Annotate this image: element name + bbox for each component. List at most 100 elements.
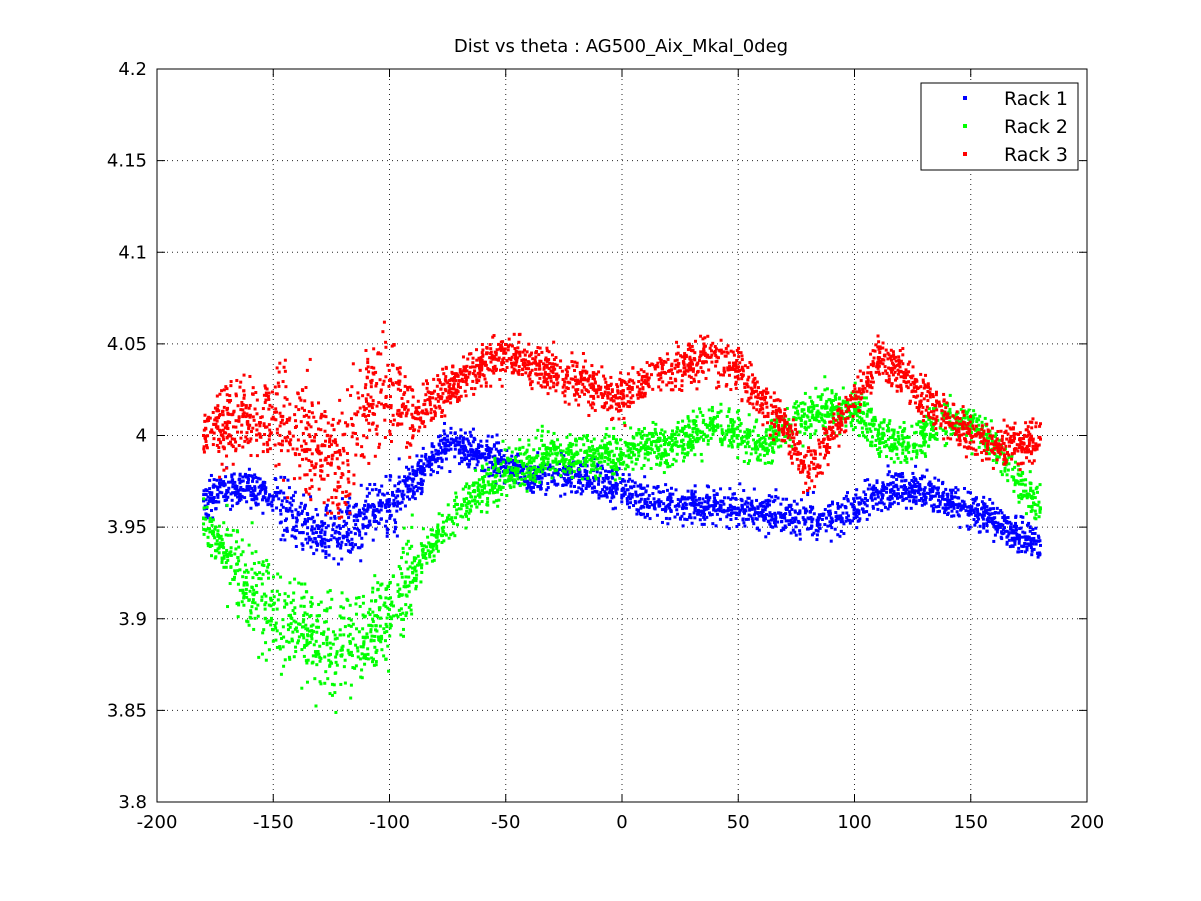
data-point (208, 527, 212, 531)
data-point (340, 510, 344, 514)
data-point (674, 459, 678, 463)
data-point (555, 453, 559, 457)
data-point (440, 540, 444, 544)
data-point (300, 686, 304, 690)
data-point (372, 503, 376, 507)
data-point (510, 468, 514, 472)
data-point (212, 483, 216, 487)
data-point (357, 509, 361, 513)
data-point (737, 522, 741, 526)
data-point (872, 493, 876, 497)
data-point (297, 513, 301, 517)
data-point (362, 656, 366, 660)
data-point (202, 522, 206, 526)
data-point (666, 453, 670, 457)
data-point (586, 439, 590, 443)
data-point (498, 478, 502, 482)
data-point (393, 484, 397, 488)
data-point (607, 458, 611, 462)
data-point (256, 502, 260, 506)
data-point (544, 456, 548, 460)
data-point (408, 497, 412, 501)
data-point (892, 485, 896, 489)
data-point (863, 435, 867, 439)
data-point (914, 495, 918, 499)
data-point (934, 486, 938, 490)
data-point (581, 484, 585, 488)
data-point (354, 523, 358, 527)
data-point (1023, 531, 1027, 535)
data-point (1016, 536, 1020, 540)
data-point (527, 438, 531, 442)
data-point (892, 475, 896, 479)
data-point (288, 581, 292, 585)
data-point (999, 470, 1003, 474)
data-point (965, 412, 969, 416)
data-point (335, 540, 339, 544)
data-point (726, 508, 730, 512)
data-point (522, 467, 526, 471)
data-point (754, 517, 758, 521)
data-point (429, 468, 433, 472)
data-point (830, 517, 834, 521)
data-point (663, 448, 667, 452)
data-point (968, 491, 972, 495)
data-point (452, 505, 456, 509)
data-point (443, 451, 447, 455)
data-point (681, 447, 685, 451)
data-point (230, 475, 234, 479)
data-point (395, 534, 399, 538)
data-point (800, 409, 804, 413)
data-point (792, 499, 796, 503)
data-point (838, 514, 842, 518)
data-point (887, 446, 891, 450)
data-point (348, 653, 352, 657)
data-point (693, 422, 697, 426)
data-point (353, 526, 357, 530)
data-point (730, 445, 734, 449)
data-point (262, 628, 266, 632)
data-point (516, 453, 520, 457)
data-point (225, 548, 229, 552)
data-point (824, 402, 828, 406)
data-point (682, 512, 686, 516)
data-point (898, 425, 902, 429)
data-point (617, 467, 621, 471)
data-point (818, 526, 822, 530)
data-point (534, 436, 538, 440)
data-point (288, 657, 292, 661)
data-point (965, 433, 969, 437)
data-point (272, 601, 276, 605)
data-point (740, 499, 744, 503)
data-point (913, 482, 917, 486)
data-point (499, 455, 503, 459)
data-point (510, 466, 514, 470)
data-point (364, 524, 368, 528)
data-point (922, 494, 926, 498)
data-point (629, 485, 633, 489)
data-point (254, 550, 258, 554)
data-point (320, 542, 324, 546)
data-point (763, 440, 767, 444)
data-point (604, 492, 608, 496)
data-point (266, 503, 270, 507)
data-point (716, 425, 720, 429)
data-point (696, 503, 700, 507)
data-point (688, 513, 692, 517)
data-point (923, 502, 927, 506)
data-point (263, 617, 267, 621)
data-point (293, 611, 297, 615)
data-point (282, 664, 286, 668)
data-point (480, 500, 484, 504)
data-point (521, 445, 525, 449)
data-point (374, 660, 378, 664)
data-point (1006, 516, 1010, 520)
data-point (905, 435, 909, 439)
data-point (880, 492, 884, 496)
data-point (412, 491, 416, 495)
data-point (913, 491, 917, 495)
data-point (264, 601, 268, 605)
data-point (321, 549, 325, 553)
data-point (609, 489, 613, 493)
data-point (913, 489, 917, 493)
